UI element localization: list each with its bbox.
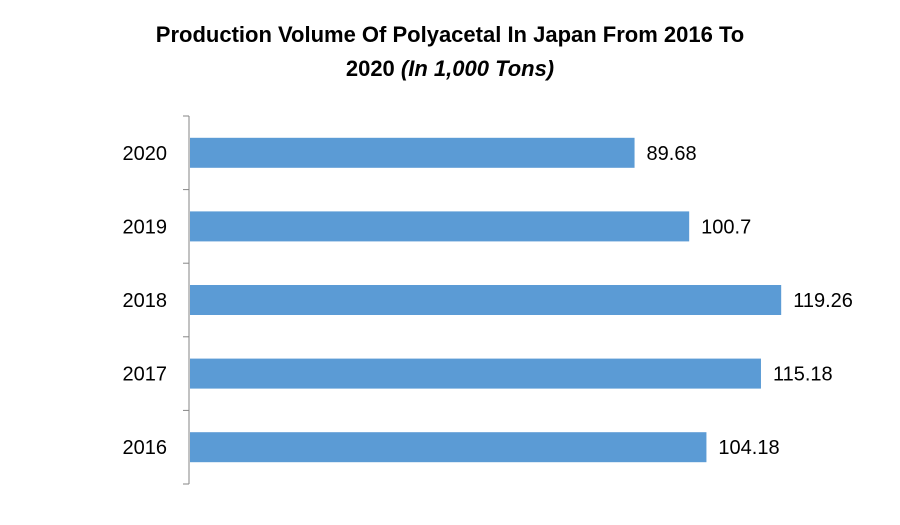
value-label-2017: 115.18 <box>773 364 833 386</box>
category-label-2018: 2018 <box>123 290 168 312</box>
value-label-2019: 100.7 <box>701 216 751 238</box>
chart-title-line2: 2020 (In 1,000 Tons) <box>0 52 900 86</box>
bar-2018 <box>190 285 782 315</box>
axis-layer <box>183 115 190 485</box>
chart-title: Production Volume Of Polyacetal In Japan… <box>0 18 900 86</box>
category-label-2017: 2017 <box>123 364 168 386</box>
bar-2020 <box>190 137 635 168</box>
bar-2016 <box>190 432 707 463</box>
bar-2017 <box>190 358 761 389</box>
bar-layer <box>190 137 782 463</box>
value-label-2016: 104.18 <box>718 437 779 459</box>
value-label-2018: 119.26 <box>793 290 853 312</box>
chart-title-unit: (In 1,000 Tons) <box>400 56 555 81</box>
chart-title-line1: Production Volume Of Polyacetal In Japan… <box>155 22 745 47</box>
chart-title-year: 2020 <box>345 56 395 81</box>
category-label-2019: 2019 <box>123 216 168 238</box>
category-label-2016: 2016 <box>123 437 168 459</box>
value-label-2020: 89.68 <box>647 143 697 165</box>
bar-2019 <box>190 211 690 242</box>
category-label-2020: 2020 <box>123 143 168 165</box>
label-layer: 2016 104.18 2017 115.18 2018 119.26 2019 100.7 2… <box>123 143 853 459</box>
